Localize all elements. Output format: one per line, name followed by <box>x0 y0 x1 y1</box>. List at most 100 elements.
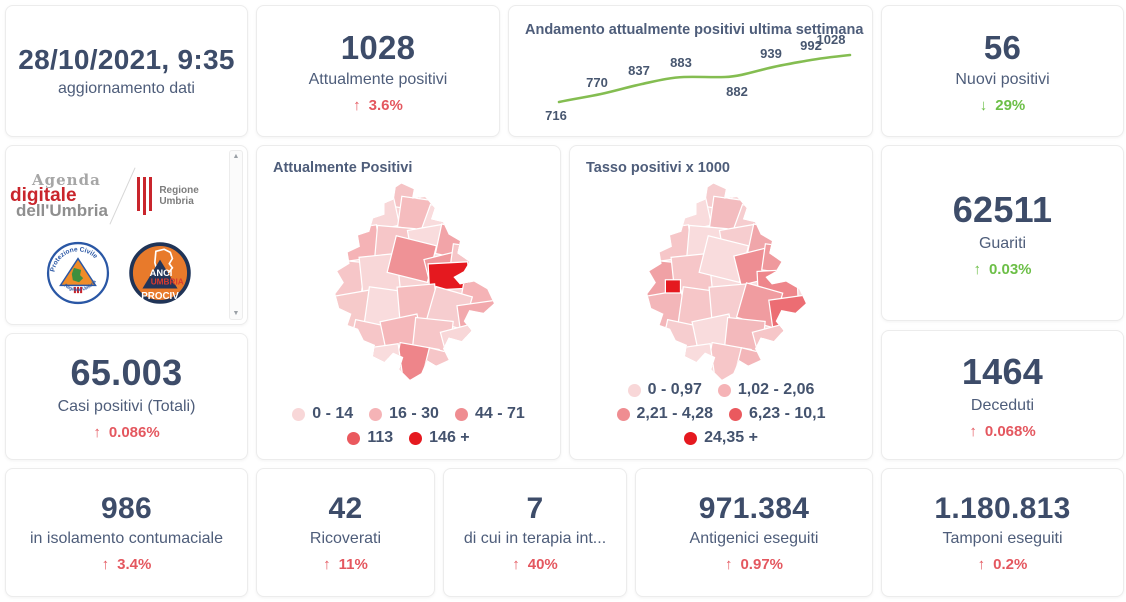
chart-point-label: 837 <box>628 63 650 78</box>
legend-item: 146 + <box>409 429 470 447</box>
legend-dot-4 <box>729 407 742 421</box>
tamponi-label: Tamponi eseguiti <box>942 530 1063 547</box>
prociv-text: PROCIV <box>141 291 179 302</box>
isolamento-value: 986 <box>101 492 152 525</box>
trend-line <box>557 53 852 104</box>
logo-divider <box>109 167 136 225</box>
scroll-down-icon[interactable]: ▼ <box>232 310 240 317</box>
delta-value: 0.086% <box>108 424 160 441</box>
map-attualmente-title: Attualmente Positivi <box>273 160 413 176</box>
card-casi-totali: 65.003 Casi positivi (Totali) ↑ 0.086% <box>5 333 248 460</box>
card-tamponi: 1.180.813 Tamponi eseguiti ↑ 0.2% <box>881 468 1124 597</box>
delta-value: 0.2% <box>993 556 1028 573</box>
umbria-shape-green <box>71 267 83 283</box>
legend-label: 1,02 - 2,06 <box>737 381 815 398</box>
casi-totali-value: 65.003 <box>70 352 183 393</box>
arrow-down-icon: ↓ <box>979 96 988 114</box>
ricoverati-delta: ↑ 11% <box>323 556 368 573</box>
legend-dot-2 <box>717 383 731 397</box>
card-nuovi-positivi: 56 Nuovi positivi ↓ 29% <box>881 5 1124 137</box>
card-ricoverati: 42 Ricoverati ↑ 11% <box>256 468 435 597</box>
update-datetime: 28/10/2021, 9:35 <box>18 44 235 75</box>
legend-dot-1 <box>627 383 641 397</box>
legend-dot-5 <box>409 431 423 445</box>
chart-point-label: 939 <box>760 46 782 61</box>
legend-item: 0 - 14 <box>292 405 353 423</box>
logo-row-bottom: Protezione Civile Regione Umbria ANCI <box>46 241 192 305</box>
tamponi-delta: ↑ 0.2% <box>978 556 1028 573</box>
legend-label: 0 - 0,97 <box>647 381 702 398</box>
umbria-choropleth-tasso[interactable] <box>622 178 820 391</box>
scroll-up-icon[interactable]: ▲ <box>232 153 240 160</box>
regione-umbria-logo: Regione Umbria <box>136 177 227 215</box>
delta-value: 29% <box>995 96 1026 114</box>
card-antigenici: 971.384 Antigenici eseguiti ↑ 0.97% <box>635 468 873 597</box>
legend-item: 113 <box>347 429 393 447</box>
ricoverati-value: 42 <box>328 492 363 525</box>
legend-dot-3 <box>454 407 468 421</box>
card-terapia-intensiva: 7 di cui in terapia int... ↑ 40% <box>443 468 627 597</box>
antigenici-label: Antigenici eseguiti <box>689 530 819 547</box>
agenda-logo-line2: digitale <box>10 185 77 206</box>
card-isolamento: 986 in isolamento contumaciale ↑ 3.4% <box>5 468 248 597</box>
arrow-up-icon: ↑ <box>977 556 986 573</box>
arrow-up-icon: ↑ <box>353 96 361 114</box>
card-map-attualmente-positivi: Attualmente Positivi <box>256 145 561 460</box>
map-attualmente-legend: 0 - 14 16 - 30 44 - 71 113 146 + <box>267 405 550 447</box>
trend-line-chart[interactable] <box>509 6 874 136</box>
legend-label: 16 - 30 <box>389 405 439 422</box>
arrow-up-icon: ↑ <box>973 260 981 278</box>
map-tasso-legend: 0 - 0,97 1,02 - 2,06 2,21 - 4,28 6,23 - … <box>580 381 862 447</box>
map-tasso-title: Tasso positivi x 1000 <box>586 160 730 176</box>
delta-value: 0.03% <box>988 260 1032 278</box>
regione-umbria-label: Regione Umbria <box>159 185 199 207</box>
attualmente-positivi-delta: ↑ 3.6% <box>353 97 403 114</box>
arrow-up-icon: ↑ <box>724 556 733 573</box>
nuovi-positivi-delta: ↓ 29% <box>980 97 1026 114</box>
card-logos: Agenda digitale dell'Umbria Regione Umbr… <box>5 145 248 325</box>
card-deceduti: 1464 Deceduti ↑ 0.068% <box>881 330 1124 460</box>
deceduti-delta: ↑ 0.068% <box>969 423 1035 440</box>
card-map-tasso-positivi: Tasso positivi x 1000 <box>569 145 873 460</box>
legend-dot-2 <box>369 407 383 421</box>
logos-scrollbar[interactable]: ▲ ▼ <box>229 150 243 320</box>
legend-label: 0 - 14 <box>312 405 354 422</box>
legend-item: 44 - 71 <box>454 405 525 423</box>
protezione-civile-logo: Protezione Civile Regione Umbria <box>46 241 109 305</box>
deceduti-label: Deceduti <box>970 396 1035 414</box>
card-aggiornamento: 28/10/2021, 9:35 aggiornamento dati <box>5 5 248 137</box>
arrow-up-icon: ↑ <box>101 556 110 573</box>
regione-umbria-banner-icon <box>136 177 153 215</box>
arrow-up-icon: ↑ <box>969 422 977 440</box>
isolamento-delta: ↑ 3.4% <box>102 556 152 573</box>
umbria-choropleth-attualmente[interactable] <box>310 178 508 391</box>
chart-point-label: 882 <box>726 84 748 99</box>
legend-label: 2,21 - 4,28 <box>636 405 714 422</box>
legend-dot-1 <box>292 407 306 421</box>
arrow-up-icon: ↑ <box>323 556 331 573</box>
chart-point-label: 770 <box>586 75 608 90</box>
delta-value: 11% <box>338 556 368 573</box>
legend-item: 6,23 - 10,1 <box>729 405 826 423</box>
antigenici-delta: ↑ 0.97% <box>725 556 783 573</box>
guariti-label: Guariti <box>978 234 1027 252</box>
nuovi-positivi-label: Nuovi positivi <box>955 70 1050 88</box>
chart-point-label: 883 <box>670 55 692 70</box>
card-trend-chart: Andamento attualmente positivi ultima se… <box>508 5 873 137</box>
guariti-delta: ↑ 0.03% <box>973 261 1031 278</box>
antigenici-value: 971.384 <box>698 492 810 525</box>
legend-dot-5 <box>684 431 698 445</box>
update-label: aggiornamento dati <box>58 80 195 97</box>
anci-text: ANCI <box>149 268 172 278</box>
casi-totali-delta: ↑ 0.086% <box>93 424 159 441</box>
umbria-text: UMBRIA <box>150 277 183 286</box>
logo-row-top: Agenda digitale dell'Umbria Regione Umbr… <box>10 165 227 227</box>
legend-label: 146 + <box>429 429 470 446</box>
card-attualmente-positivi: 1028 Attualmente positivi ↑ 3.6% <box>256 5 500 137</box>
terapia-intensiva-delta: ↑ 40% <box>512 556 558 573</box>
tamponi-value: 1.180.813 <box>934 492 1071 525</box>
chart-point-label: 716 <box>545 108 567 123</box>
arrow-up-icon: ↑ <box>93 424 101 441</box>
legend-label: 113 <box>367 429 394 446</box>
legend-label: 24,35 + <box>704 429 758 446</box>
